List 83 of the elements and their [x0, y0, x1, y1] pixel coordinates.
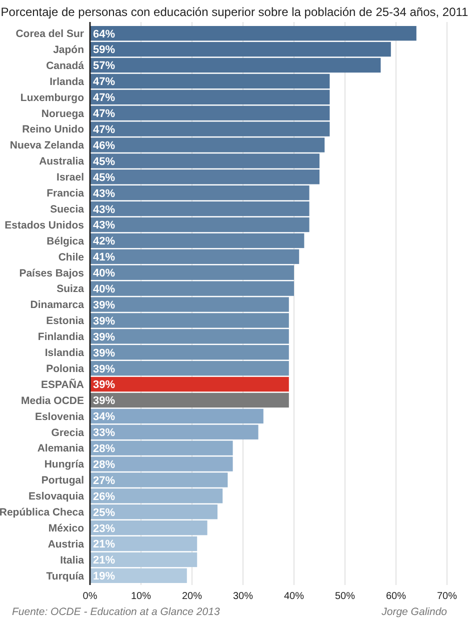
x-tick-label: 30%	[232, 591, 254, 602]
data-label: 28%	[93, 443, 116, 456]
data-label: 39%	[93, 315, 116, 328]
x-tick-label: 20%	[182, 591, 202, 602]
data-label: 19%	[93, 570, 116, 583]
data-label: 39%	[93, 331, 116, 344]
x-tick-label: 40%	[284, 591, 304, 602]
y-tick-label: Bélgica	[46, 235, 84, 248]
y-tick-label: Grecia	[51, 426, 84, 439]
y-tick-label: Alemania	[37, 442, 84, 455]
data-label: 25%	[93, 506, 116, 519]
data-label: 46%	[93, 140, 116, 152]
y-tick-label: Turquía	[46, 570, 84, 582]
data-label: 33%	[93, 427, 116, 440]
data-label: 28%	[93, 458, 116, 471]
data-label: 40%	[93, 284, 116, 296]
data-label: 47%	[93, 92, 116, 104]
data-label: 45%	[93, 156, 116, 168]
y-tick-label: Chile	[58, 251, 84, 264]
data-label: 43%	[93, 220, 116, 232]
y-tick-label: Luxemburgo	[20, 92, 84, 104]
y-tick-label: Nueva Zelanda	[10, 140, 84, 152]
x-tick-label: 60%	[386, 591, 406, 602]
data-label: 47%	[93, 124, 116, 136]
data-label: 45%	[93, 172, 116, 184]
y-tick-label: Suecia	[50, 203, 84, 216]
data-label: 21%	[93, 538, 116, 551]
data-label: 59%	[93, 44, 116, 56]
data-label: 47%	[93, 108, 116, 120]
data-label: 26%	[93, 490, 116, 503]
text: Jorge Galindo	[380, 606, 448, 618]
y-tick-label: Corea del Sur	[16, 28, 84, 40]
y-tick-label: Suiza	[56, 283, 84, 296]
data-label: 39%	[93, 363, 116, 376]
data-label: 43%	[93, 204, 116, 216]
x-tick-label: 10%	[130, 591, 152, 602]
y-tick-label: Italia	[60, 554, 84, 566]
y-tick-label: Hungría	[44, 458, 84, 471]
data-label: 27%	[93, 474, 116, 487]
y-tick-label: Eslovaquia	[28, 490, 84, 503]
y-tick-label: Francia	[46, 188, 84, 200]
data-label: 47%	[93, 76, 116, 88]
y-tick-label: Islandia	[44, 347, 84, 360]
data-label: 57%	[93, 60, 116, 72]
data-label: 39%	[93, 347, 116, 360]
y-tick-label: Reino Unido	[22, 124, 84, 136]
bar	[90, 392, 289, 408]
y-tick-label: ESPAÑA	[41, 378, 84, 391]
y-tick-label: Canadá	[46, 60, 84, 72]
data-label: 39%	[93, 379, 116, 392]
source-note: Fuente: OCDE - Education at a Glance 2013	[12, 606, 220, 618]
data-label: 39%	[93, 299, 116, 312]
y-tick-label: Australia	[39, 156, 84, 168]
data-label: 43%	[93, 188, 116, 200]
y-tick-label: Media OCDE	[20, 394, 84, 407]
y-tick-label: Israel	[56, 172, 84, 184]
y-tick-label: Estados Unidos	[4, 219, 84, 232]
bar	[90, 376, 289, 392]
y-tick-label: República Checa	[0, 506, 84, 519]
y-tick-label: Estonia	[46, 315, 84, 328]
y-tick-label: Eslovenia	[34, 410, 84, 423]
data-label: 34%	[93, 411, 116, 424]
x-tick-label: 0%	[82, 591, 98, 602]
y-tick-label: Dinamarca	[30, 299, 84, 312]
y-tick-label: Austria	[48, 538, 84, 550]
y-tick-label: Noruega	[41, 108, 84, 120]
chart-title: Porcentaje de personas con educación superior sobre la población de 25-34 años, 2011	[0, 5, 469, 19]
y-tick-label: Países Bajos	[19, 267, 84, 280]
data-label: 64%	[93, 28, 116, 40]
y-tick-label: Japón	[53, 44, 84, 56]
y-tick-label: Portugal	[41, 474, 84, 487]
data-label: 42%	[93, 236, 116, 248]
y-tick-label: Finlandia	[38, 331, 84, 344]
x-tick-label: 70%	[436, 591, 458, 602]
data-label: 21%	[93, 554, 116, 567]
data-label: 23%	[93, 522, 116, 535]
y-tick-label: México	[48, 522, 84, 534]
data-label: 40%	[93, 268, 116, 280]
y-tick-label: Polonia	[46, 362, 84, 375]
data-label: 41%	[93, 252, 116, 264]
x-tick-label: 50%	[334, 591, 356, 602]
y-tick-label: Irlanda	[50, 76, 84, 88]
data-label: 39%	[93, 395, 116, 408]
